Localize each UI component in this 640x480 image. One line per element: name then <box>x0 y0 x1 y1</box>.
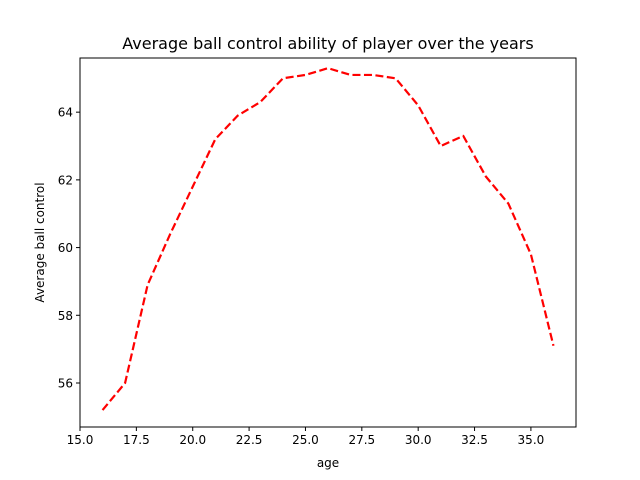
x-tick-label: 30.0 <box>405 433 432 447</box>
chart-title: Average ball control ability of player o… <box>122 34 533 53</box>
y-axis-label: Average ball control <box>33 182 47 302</box>
axes-frame <box>79 57 577 428</box>
y-tick-label: 64 <box>58 106 73 120</box>
y-tick-label: 60 <box>58 241 73 255</box>
series-line-0 <box>101 67 555 411</box>
x-tick-label: 20.0 <box>179 433 206 447</box>
x-axis-label: age <box>317 456 339 470</box>
x-tick-label: 15.0 <box>67 433 94 447</box>
y-tick-label: 62 <box>58 173 73 187</box>
x-tick-label: 22.5 <box>236 433 263 447</box>
y-axis: 56 58 60 62 64 <box>58 106 80 390</box>
y-tick-label: 58 <box>58 309 73 323</box>
plot-area <box>101 67 555 411</box>
x-tick-label: 35.0 <box>518 433 545 447</box>
x-tick-label: 25.0 <box>292 433 319 447</box>
x-tick-label: 32.5 <box>461 433 488 447</box>
x-tick-label: 27.5 <box>348 433 375 447</box>
y-tick-label: 56 <box>58 376 73 390</box>
x-tick-label: 17.5 <box>123 433 150 447</box>
x-axis: 15.0 17.5 20.0 22.5 25.0 27.5 30.0 32.5 35.0 <box>67 427 545 447</box>
